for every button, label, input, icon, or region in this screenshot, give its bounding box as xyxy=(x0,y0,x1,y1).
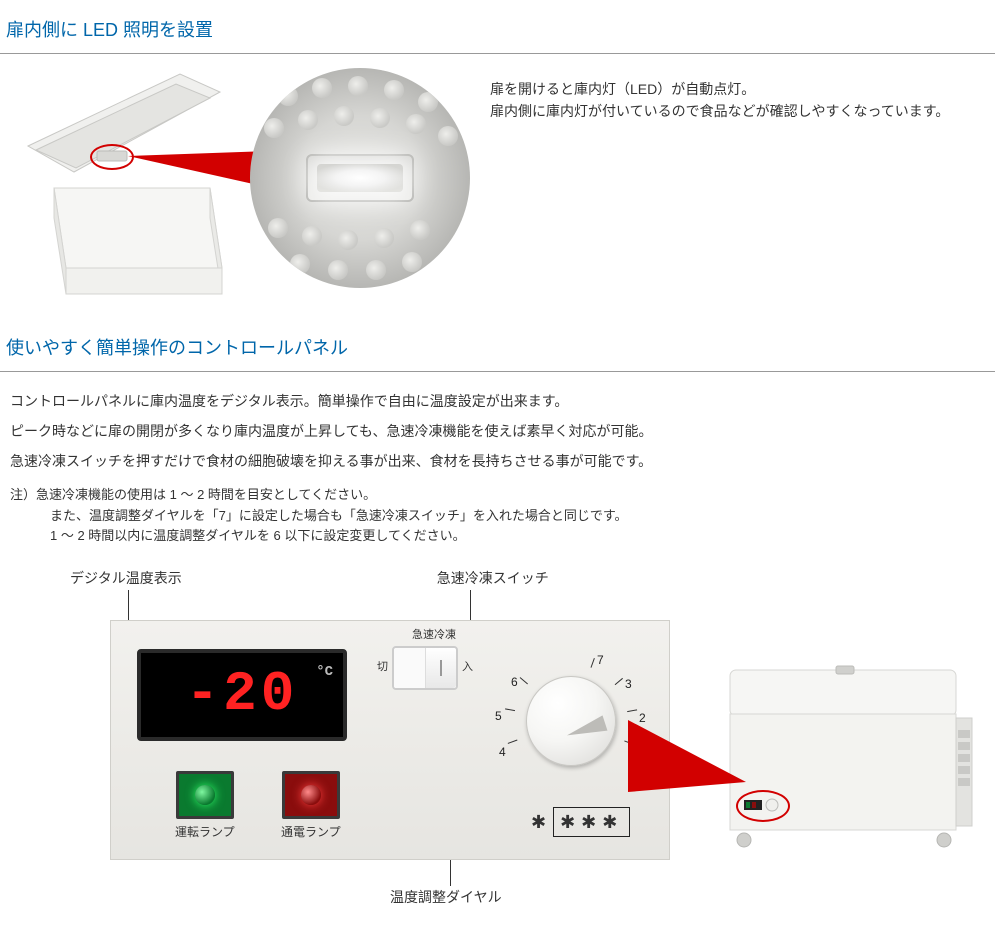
body-line1: コントロールパネルに庫内温度をデジタル表示。簡単操作で自由に温度設定が出来ます。 xyxy=(0,386,995,416)
body-line3: 急速冷凍スイッチを押すだけで食材の細胞破壊を抑える事が出来、食材を長持ちさせる事… xyxy=(0,446,995,476)
power-lamp-label: 通電ランプ xyxy=(281,823,341,842)
run-lamp-label: 運転ランプ xyxy=(175,823,235,842)
note-line3: 1 ～ 2 時間以内に温度調整ダイヤルを 6 以下に設定変更してください。 xyxy=(10,526,985,547)
section-led: 扉内側に LED 照明を設置 xyxy=(0,0,995,318)
switch-on-label: 入 xyxy=(462,659,473,677)
label-quick-freeze-switch: 急速冷凍スイッチ xyxy=(437,567,549,589)
run-lamp-group: 運転ランプ xyxy=(175,771,235,842)
switch-title: 急速冷凍 xyxy=(401,627,467,647)
freezer-open-illustration xyxy=(20,68,240,298)
note-block: 注）急速冷凍機能の使用は 1 ～ 2 時間を目安としてください。 また、温度調整… xyxy=(0,477,995,551)
led-fixture xyxy=(306,154,414,202)
dial-num-4: 4 xyxy=(499,743,506,762)
led-glow xyxy=(317,164,403,192)
panel-callout-arrow xyxy=(628,720,748,810)
dial-num-3: 3 xyxy=(625,675,632,694)
led-desc-line1: 扉を開けると庫内灯（LED）が自動点灯。 xyxy=(490,78,949,100)
section-control-panel: 使いやすく簡単操作のコントロールパネル コントロールパネルに庫内温度をデジタル表… xyxy=(0,318,995,930)
run-lamp xyxy=(176,771,234,819)
led-description: 扉を開けると庫内灯（LED）が自動点灯。 扉内側に庫内灯が付いているので食品など… xyxy=(480,68,949,123)
heading-led: 扉内側に LED 照明を設置 xyxy=(0,10,995,54)
star-single: ✱ xyxy=(531,808,547,837)
label-temp-dial: 温度調整ダイヤル xyxy=(390,886,502,908)
power-lamp-group: 通電ランプ xyxy=(281,771,341,842)
dial-num-5: 5 xyxy=(495,707,502,726)
led-desc-line2: 扉内側に庫内灯が付いているので食品などが確認しやすくなっています。 xyxy=(490,100,949,122)
power-lamp xyxy=(282,771,340,819)
switch-off-label: 切 xyxy=(377,659,388,677)
digital-temp-display: -20 °C xyxy=(137,649,347,741)
temp-dial[interactable]: 1 2 3 4 5 6 7 ✱ ✱✱✱ xyxy=(491,631,651,841)
freezer-closed-illustration xyxy=(720,630,980,860)
body-line2: ピーク時などに扉の開閉が多くなり庫内温度が上昇しても、急速冷凍機能を使えば素早く… xyxy=(0,416,995,446)
temp-value: -20 xyxy=(186,650,299,740)
star-box: ✱✱✱ xyxy=(553,807,630,838)
note-line2: また、温度調整ダイヤルを「7」に設定した場合も「急速冷凍スイッチ」を入れた場合と… xyxy=(10,506,985,527)
star-rating: ✱ ✱✱✱ xyxy=(531,807,630,838)
dial-num-6: 6 xyxy=(511,673,518,692)
callout-labels-top: デジタル温度表示 急速冷凍スイッチ xyxy=(0,551,995,589)
heading-control: 使いやすく簡単操作のコントロールパネル xyxy=(0,328,995,372)
dial-num-7: 7 xyxy=(597,651,604,670)
row-led: 扉を開けると庫内灯（LED）が自動点灯。 扉内側に庫内灯が付いているので食品など… xyxy=(0,68,995,298)
label-digital-temp: デジタル温度表示 xyxy=(70,567,182,589)
quick-freeze-switch-group: 急速冷凍 切 入 xyxy=(377,627,473,691)
panel-area: -20 °C 急速冷凍 切 入 1 2 xyxy=(0,590,995,910)
celsius-icon: °C xyxy=(316,661,333,683)
control-panel: -20 °C 急速冷凍 切 入 1 2 xyxy=(110,620,670,860)
note-line1: 注）急速冷凍機能の使用は 1 ～ 2 時間を目安としてください。 xyxy=(10,485,985,506)
quick-freeze-rocker[interactable] xyxy=(392,646,458,690)
led-closeup xyxy=(250,68,470,288)
